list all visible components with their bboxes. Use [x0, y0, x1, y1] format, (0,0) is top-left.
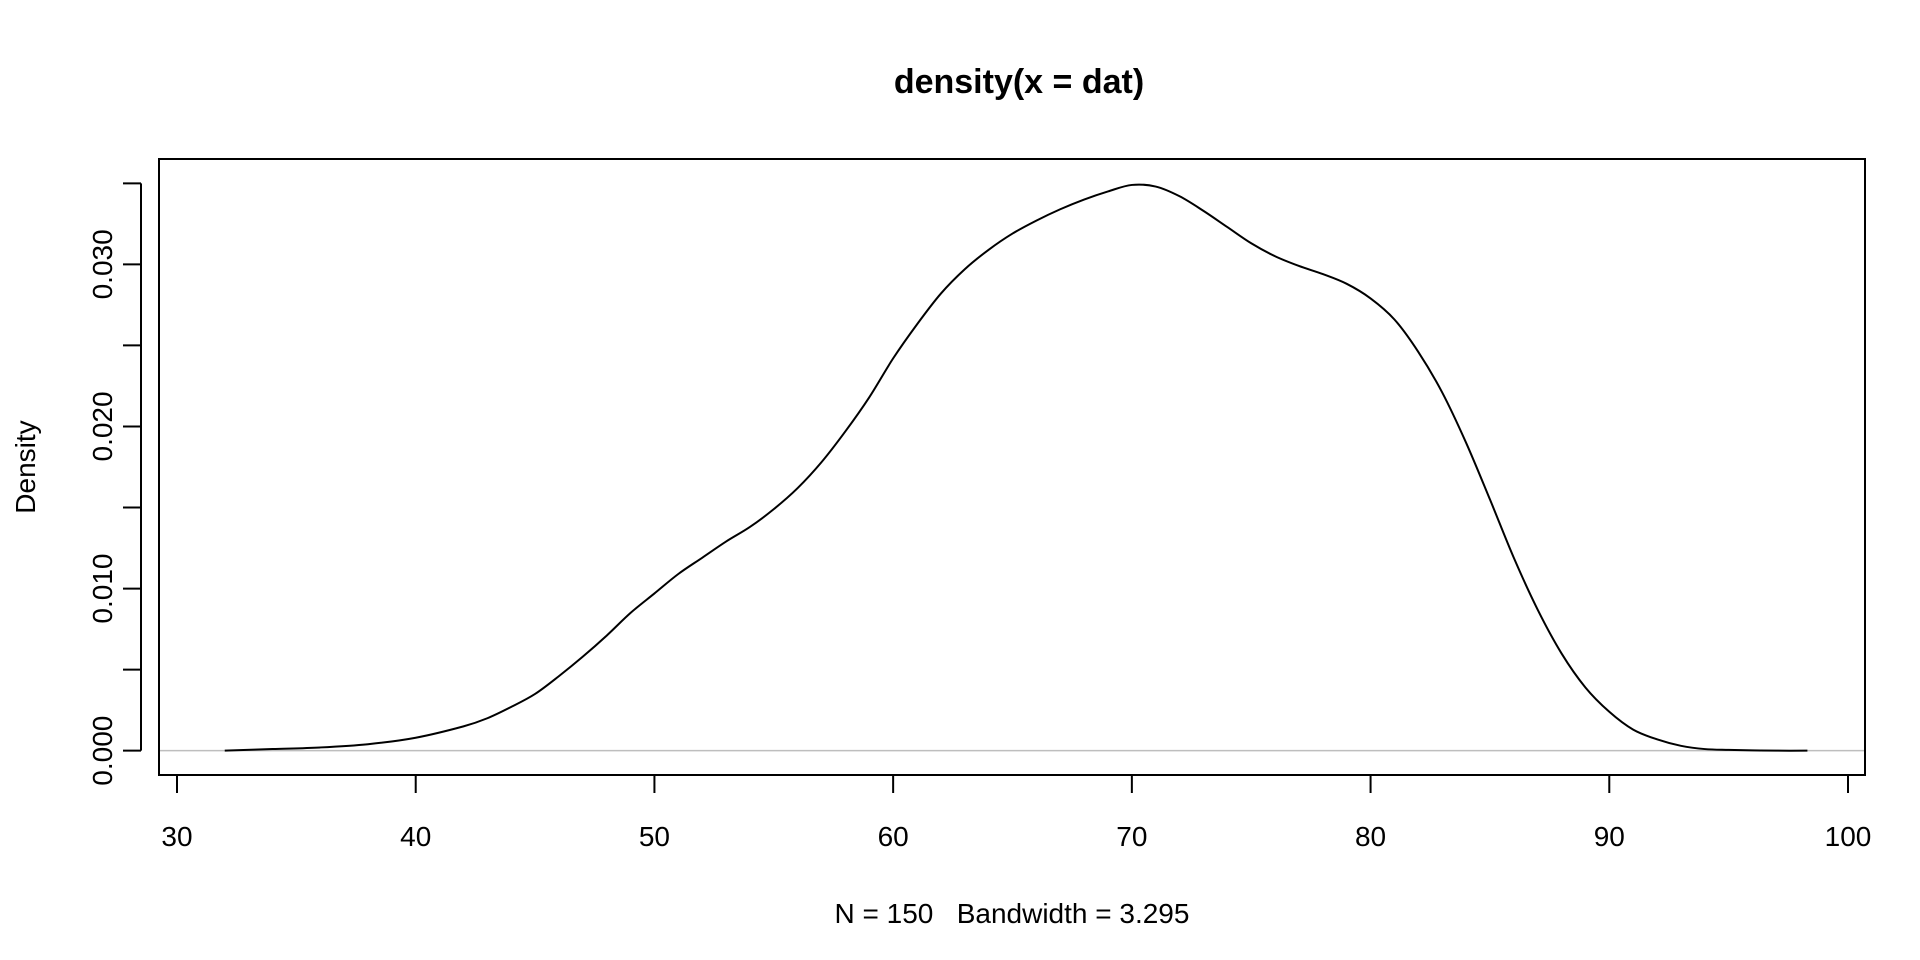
- chart-title: density(x = dat): [894, 63, 1144, 101]
- x-tick-label: 50: [639, 821, 670, 852]
- x-tick-label: 90: [1594, 821, 1625, 852]
- y-tick-label: 0.030: [87, 229, 118, 299]
- plot-frame: [158, 158, 1866, 776]
- y-axis-label: Density: [10, 420, 41, 513]
- x-tick-label: 100: [1825, 821, 1872, 852]
- x-tick-label: 70: [1116, 821, 1147, 852]
- y-tick-label: 0.020: [87, 391, 118, 461]
- x-tick-label: 80: [1355, 821, 1386, 852]
- x-axis-label: N = 150 Bandwidth = 3.295: [835, 898, 1190, 929]
- y-axis: 0.000 0.010 0.020 0.030: [87, 182, 142, 786]
- y-tick-label: 0.010: [87, 554, 118, 624]
- y-tick-label: 0.000: [87, 716, 118, 786]
- x-tick-label: 40: [400, 821, 431, 852]
- x-axis: 30 40 50 60 70 80 90 100: [161, 774, 1872, 852]
- x-tick-label: 60: [878, 821, 909, 852]
- density-curve: [224, 183, 1808, 752]
- x-tick-label: 30: [161, 821, 192, 852]
